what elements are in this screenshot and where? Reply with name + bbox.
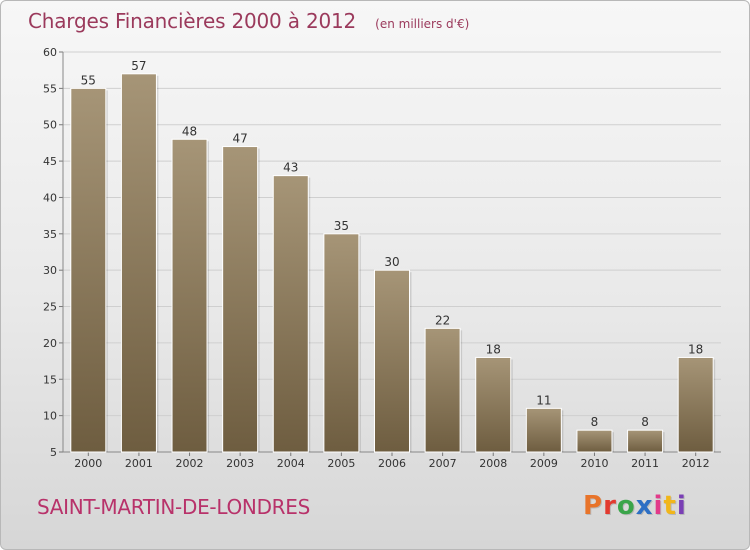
bar-2012 bbox=[678, 357, 713, 452]
data-label-2010: 8 bbox=[591, 415, 599, 429]
data-label-2001: 57 bbox=[131, 59, 146, 73]
bar-2005 bbox=[324, 234, 359, 452]
x-tick-label-2012: 2012 bbox=[682, 457, 710, 470]
data-label-2008: 18 bbox=[486, 342, 501, 356]
data-label-2002: 48 bbox=[182, 124, 197, 138]
y-tick-label: 30 bbox=[43, 264, 57, 277]
bar-2011 bbox=[628, 430, 663, 452]
data-label-2012: 18 bbox=[688, 342, 703, 356]
bar-2000 bbox=[71, 88, 106, 452]
logo-letter: t bbox=[663, 491, 676, 521]
data-label-2005: 35 bbox=[334, 219, 349, 233]
bar-2003 bbox=[223, 147, 258, 452]
y-tick-label: 45 bbox=[43, 155, 57, 168]
data-label-2009: 11 bbox=[536, 393, 551, 407]
x-tick-label-2007: 2007 bbox=[429, 457, 457, 470]
y-tick-label: 50 bbox=[43, 119, 57, 132]
y-tick-label: 40 bbox=[43, 191, 57, 204]
data-label-2000: 55 bbox=[81, 73, 96, 87]
bar-2001 bbox=[121, 74, 156, 452]
bar-2002 bbox=[172, 139, 207, 452]
y-tick-label: 55 bbox=[43, 82, 57, 95]
y-tick-label: 5 bbox=[50, 446, 57, 459]
y-tick-label: 20 bbox=[43, 337, 57, 350]
logo-letter: x bbox=[636, 491, 654, 521]
proxiti-logo: Proxiti bbox=[583, 491, 687, 521]
y-tick-label: 10 bbox=[43, 410, 57, 423]
data-label-2003: 47 bbox=[233, 132, 248, 146]
x-tick-label-2010: 2010 bbox=[580, 457, 608, 470]
bar-chart: 5 10 15 20 25 30 35 40 45 50 55 60 55 2000 57 2001 48 200… bbox=[1, 1, 750, 550]
logo-letter: o bbox=[617, 491, 636, 521]
data-label-2007: 22 bbox=[435, 313, 450, 327]
logo-letter: i bbox=[654, 491, 664, 521]
x-tick-label-2003: 2003 bbox=[226, 457, 254, 470]
x-tick-label-2001: 2001 bbox=[125, 457, 153, 470]
x-tick-label-2004: 2004 bbox=[277, 457, 305, 470]
x-tick-label-2005: 2005 bbox=[327, 457, 355, 470]
chart-frame: Charges Financières 2000 à 2012 (en mill… bbox=[0, 0, 750, 550]
logo-letter: r bbox=[603, 491, 617, 521]
bar-2008 bbox=[476, 357, 511, 452]
x-tick-label-2008: 2008 bbox=[479, 457, 507, 470]
town-name: SAINT-MARTIN-DE-LONDRES bbox=[37, 495, 310, 519]
bar-2009 bbox=[526, 408, 561, 452]
x-tick-label-2000: 2000 bbox=[74, 457, 102, 470]
y-tick-label: 35 bbox=[43, 228, 57, 241]
logo-letter: i bbox=[677, 491, 687, 521]
y-tick-label: 15 bbox=[43, 373, 57, 386]
bar-2004 bbox=[273, 176, 308, 452]
x-tick-label-2009: 2009 bbox=[530, 457, 558, 470]
y-tick-label: 60 bbox=[43, 46, 57, 59]
x-tick-label-2011: 2011 bbox=[631, 457, 659, 470]
bar-2010 bbox=[577, 430, 612, 452]
logo-letter: P bbox=[583, 491, 603, 521]
bar-2006 bbox=[375, 270, 410, 452]
bar-2007 bbox=[425, 328, 460, 452]
x-tick-label-2002: 2002 bbox=[176, 457, 204, 470]
data-label-2006: 30 bbox=[384, 255, 399, 269]
data-label-2011: 8 bbox=[641, 415, 649, 429]
data-label-2004: 43 bbox=[283, 161, 298, 175]
y-tick-label: 25 bbox=[43, 301, 57, 314]
x-tick-label-2006: 2006 bbox=[378, 457, 406, 470]
